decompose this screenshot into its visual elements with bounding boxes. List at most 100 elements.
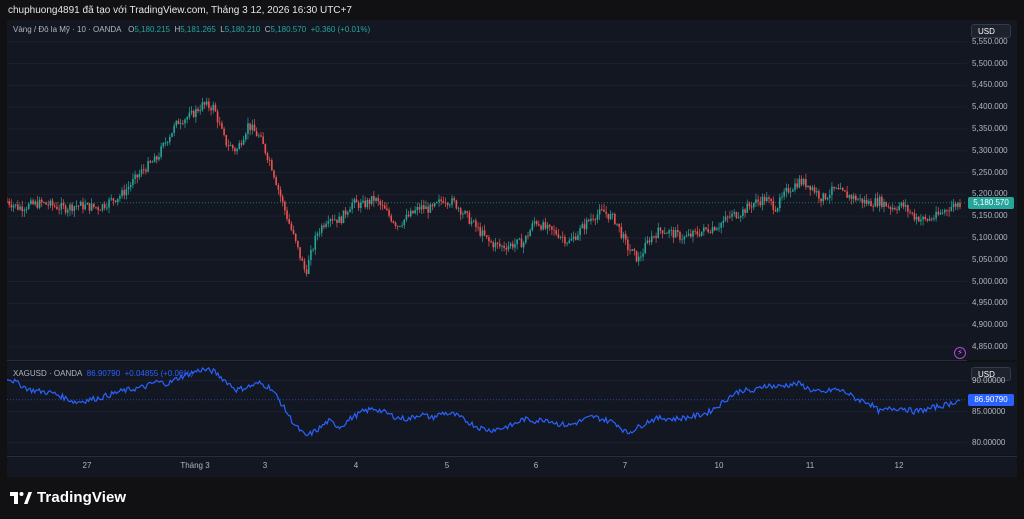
candle-body (857, 199, 859, 201)
candle-body (281, 196, 284, 202)
silver-price-axis[interactable]: USD 90.00000 85.00000 80.00000 86.90790 (967, 362, 1017, 455)
candle-body (759, 201, 762, 206)
candle-body (551, 226, 553, 230)
candle-body (637, 256, 640, 262)
candle-body (297, 240, 299, 248)
time-axis-label: Tháng 3 (180, 461, 210, 470)
candle-body (822, 193, 825, 202)
candle-body (818, 191, 820, 199)
candle-body (633, 249, 636, 251)
candle-body (182, 123, 184, 125)
candle-body (173, 125, 175, 133)
candle-body (653, 236, 655, 237)
candle-body (878, 196, 881, 206)
gold-price-axis[interactable]: USD 5,550.000 5,500.000 5,450.000 5,400.000… (967, 20, 1017, 360)
candle-body (353, 199, 356, 203)
candle-body (370, 195, 373, 204)
candle-body (47, 204, 50, 206)
candle-body (627, 239, 629, 250)
candle-body (889, 207, 892, 210)
candle-body (307, 259, 310, 274)
candle-body (30, 200, 32, 204)
candle-body (273, 170, 275, 178)
candle-body (60, 203, 63, 210)
candle-body (507, 246, 510, 250)
candle-body (535, 221, 538, 225)
candle-body (446, 203, 449, 206)
candle-body (203, 102, 206, 105)
lightning-icon[interactable]: ⚡ (954, 347, 966, 359)
gold-price-panel[interactable]: Vàng / Đô la Mỹ · 10 · OANDA O5,180.215 … (6, 20, 967, 361)
candle-body (25, 208, 28, 210)
silver-line-chart[interactable] (6, 362, 967, 455)
candle-body (707, 228, 709, 232)
silver-price-panel[interactable]: XAGUSD · OANDA 86.90790 +0.04855 (+0.06%… (6, 362, 967, 455)
candle-body (894, 207, 896, 210)
candle-body (605, 211, 607, 214)
candle-body (347, 212, 349, 215)
candle-body (737, 217, 740, 219)
currency-button-sub[interactable]: USD (971, 367, 1011, 381)
price-axis-tick: 5,500.000 (972, 58, 1008, 68)
candle-body (349, 209, 351, 213)
candle-body (820, 198, 822, 202)
candle-body (240, 143, 243, 145)
candle-body (666, 232, 668, 234)
candle-body (546, 224, 549, 229)
candle-body (802, 178, 805, 185)
candle-body (718, 227, 720, 229)
candle-body (852, 195, 855, 199)
time-axis-label: 5 (444, 461, 450, 470)
candle-body (496, 242, 499, 244)
candle-body (188, 112, 191, 118)
candle-body (77, 205, 80, 207)
currency-button-main[interactable]: USD (971, 24, 1011, 38)
candle-body (260, 135, 262, 137)
candle-body (177, 120, 180, 125)
gold-candlestick-chart[interactable] (6, 20, 967, 360)
candle-body (959, 202, 961, 208)
candle-body (544, 222, 547, 229)
price-axis-tick: 5,150.000 (972, 211, 1008, 221)
tradingview-logo[interactable]: TradingView (10, 489, 126, 506)
candle-body (557, 234, 560, 238)
candle-body (679, 232, 681, 240)
candle-body (386, 208, 388, 211)
candle-body (640, 256, 642, 258)
candle-body (839, 188, 842, 190)
candle-body (538, 224, 540, 226)
candle-body (872, 206, 874, 208)
time-axis[interactable]: 27 Tháng 3 3 4 5 6 7 10 11 12 (7, 456, 1017, 477)
candle-body (51, 200, 54, 206)
candle-body (559, 236, 562, 238)
candle-body (779, 197, 781, 209)
candle-body (32, 200, 34, 205)
candle-body (527, 235, 529, 237)
candle-body (399, 226, 401, 227)
candle-body (8, 200, 10, 205)
candle-body (783, 191, 785, 197)
candle-body (316, 233, 319, 236)
candle-body (14, 204, 17, 206)
candle-body (518, 238, 521, 240)
candle-body (505, 248, 508, 250)
candle-body (108, 199, 110, 208)
candle-body (577, 235, 579, 240)
candle-body (275, 177, 277, 185)
candle-body (110, 198, 113, 200)
candle-body (676, 229, 679, 233)
candle-body (90, 203, 93, 211)
last-price-tag-gold: 5,180.570 (968, 196, 1014, 209)
candle-body (824, 193, 827, 200)
candle-body (340, 216, 343, 224)
candle-body (668, 230, 670, 234)
candle-body (86, 203, 89, 205)
candle-body (142, 169, 145, 171)
price-axis-tick: 5,350.000 (972, 123, 1008, 133)
candle-body (21, 206, 23, 212)
candle-body (305, 269, 308, 274)
candle-body (794, 183, 796, 190)
candle-body (323, 225, 325, 227)
candle-body (555, 230, 558, 235)
candle-body (789, 191, 792, 193)
